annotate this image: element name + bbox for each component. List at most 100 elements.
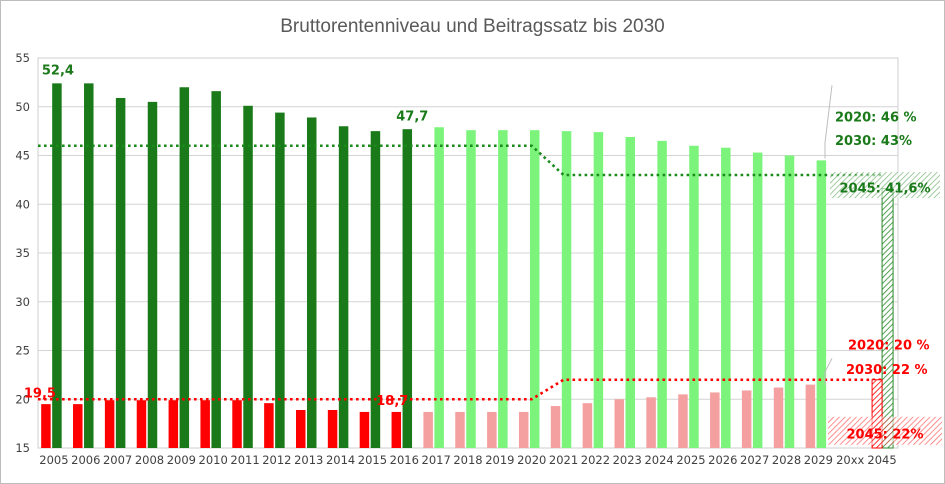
- rentenniveau-bar: [370, 131, 381, 448]
- x-tick-label: 2019: [485, 453, 514, 467]
- target-label-bg: [828, 416, 942, 445]
- data-annotation: 2030: 43%: [835, 134, 912, 149]
- rentenniveau-bar: [275, 112, 285, 448]
- rentenniveau-bar: [561, 131, 572, 448]
- rentenniveau-bar: [147, 101, 158, 448]
- beitragssatz-bar: [455, 411, 465, 448]
- beitragssatz-bar: [614, 399, 625, 448]
- beitragssatz-bar: [582, 403, 593, 448]
- data-annotation: 2030: 22 %: [846, 363, 928, 378]
- x-tick-label: 2022: [581, 453, 610, 467]
- x-tick-label: 2020: [517, 453, 546, 467]
- y-tick-label: 50: [15, 100, 30, 114]
- target-2045-bar: [871, 379, 883, 449]
- beitragssatz-bar: [773, 387, 784, 448]
- target-2045-bar: [881, 188, 894, 449]
- x-tick-label: 2010: [199, 453, 228, 467]
- rentenniveau-bar: [689, 145, 699, 448]
- beitragssatz-bar: [136, 400, 147, 448]
- beitragssatz-bar: [741, 390, 752, 448]
- beitragssatz-bar: [423, 411, 433, 448]
- beitragssatz-bar: [232, 400, 242, 448]
- x-tick-label: 2045: [867, 453, 896, 467]
- beitragssatz-bar: [805, 384, 816, 448]
- rentenniveau-bar: [625, 136, 636, 448]
- y-tick-label: 55: [15, 51, 30, 65]
- beitragssatz-bar: [73, 404, 83, 448]
- rentenniveau-bar: [338, 126, 349, 448]
- rentenniveau-bar: [115, 97, 126, 448]
- rentenniveau-bar: [816, 160, 827, 448]
- x-tick-label: 2025: [676, 453, 705, 467]
- x-tick-label: 2029: [804, 453, 833, 467]
- x-tick-label: 2005: [39, 453, 68, 467]
- rentenniveau-bar: [657, 140, 667, 448]
- rentenniveau-bar: [466, 130, 476, 448]
- x-tick-label: 20xx: [836, 453, 864, 467]
- rentenniveau-bar: [306, 117, 317, 448]
- data-annotation: 2020: 46 %: [835, 110, 917, 125]
- rentenniveau-bar: [52, 83, 62, 448]
- y-tick-label: 15: [15, 441, 30, 455]
- x-tick-label: 2015: [358, 453, 387, 467]
- beitragssatz-bar: [295, 409, 306, 448]
- x-tick-label: 2006: [71, 453, 100, 467]
- data-annotation: 19,5: [24, 386, 56, 401]
- rentenniveau-bar: [434, 127, 444, 448]
- data-annotation: 52,4: [42, 64, 74, 79]
- y-tick-label: 45: [15, 149, 30, 163]
- rentenniveau-bar: [243, 105, 253, 449]
- beitragssatz-bar: [359, 411, 370, 448]
- x-tick-label: 2018: [453, 453, 482, 467]
- callout-connector: [824, 85, 833, 159]
- y-tick-label: 20: [15, 392, 30, 406]
- x-tick-label: 2028: [772, 453, 801, 467]
- beitragssatz-bar: [550, 406, 561, 448]
- beitragssatz-bar: [710, 392, 720, 448]
- beitragssatz-bar: [487, 411, 497, 448]
- rentenniveau-bar: [179, 87, 190, 448]
- target-label-bg: [830, 172, 940, 199]
- y-tick-label: 35: [15, 246, 30, 260]
- x-tick-label: 2013: [294, 453, 323, 467]
- data-annotation: 47,7: [396, 109, 428, 124]
- beitragssatz-bar: [391, 411, 402, 448]
- rentenniveau-bar: [402, 129, 413, 449]
- x-tick-label: 2012: [262, 453, 291, 467]
- beitragssatz-bar: [678, 394, 688, 448]
- beitragssatz-bar: [327, 409, 338, 448]
- y-tick-label: 30: [15, 295, 30, 309]
- beitragssatz-bar: [518, 411, 529, 448]
- x-tick-label: 2008: [135, 453, 164, 467]
- x-tick-label: 2016: [390, 453, 419, 467]
- beitragssatz-bar: [264, 403, 274, 448]
- rentenniveau-bar: [498, 130, 508, 448]
- rentenniveau-bar: [721, 147, 731, 448]
- rentenniveau-bar: [752, 152, 763, 448]
- x-tick-label: 2023: [613, 453, 642, 467]
- rentenniveau-bar: [84, 83, 94, 448]
- x-tick-label: 2026: [708, 453, 737, 467]
- beitragssatz-bar: [41, 404, 51, 448]
- x-tick-label: 2027: [740, 453, 769, 467]
- callout-connector: [824, 358, 833, 385]
- beitragssatz-bar: [646, 397, 656, 448]
- target-2045-label: 2045: 22%: [846, 427, 923, 442]
- target-2045-label: 2045: 41,6%: [839, 182, 930, 197]
- x-tick-label: 2021: [549, 453, 578, 467]
- x-tick-label: 2017: [422, 453, 451, 467]
- x-tick-label: 2011: [230, 453, 259, 467]
- reference-line: [38, 378, 882, 401]
- x-tick-label: 2009: [167, 453, 196, 467]
- rentenniveau-bar: [211, 91, 221, 449]
- rentenniveau-bar: [529, 130, 540, 448]
- x-tick-label: 2007: [103, 453, 132, 467]
- x-tick-label: 2024: [644, 453, 673, 467]
- data-annotation: 2020: 20 %: [848, 339, 930, 354]
- data-annotation: 18,7: [376, 394, 408, 409]
- chart-title: Bruttorentenniveau und Beitragssatz bis …: [280, 16, 665, 37]
- rentenniveau-bar: [784, 155, 795, 448]
- y-tick-label: 25: [15, 344, 30, 358]
- y-tick-label: 40: [15, 197, 30, 211]
